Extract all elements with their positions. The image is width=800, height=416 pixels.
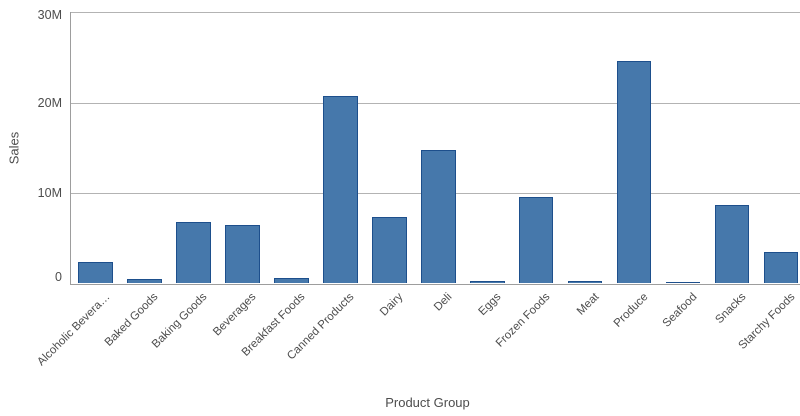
- x-tick-label[interactable]: Meat: [575, 291, 602, 318]
- y-gridline: [70, 12, 800, 13]
- x-tick-label[interactable]: Eggs: [476, 291, 504, 319]
- x-tick-label[interactable]: Dairy: [378, 291, 406, 319]
- x-tick-label[interactable]: Snacks: [713, 291, 749, 327]
- y-axis-line: [70, 12, 71, 285]
- x-tick-label[interactable]: Seafood: [660, 291, 700, 330]
- bar-starchy-foods[interactable]: [763, 251, 799, 284]
- bar-seafood[interactable]: [665, 282, 701, 284]
- bar-snacks[interactable]: [714, 204, 750, 284]
- y-tick-label: 30M: [37, 8, 62, 22]
- y-tick-label: 20M: [37, 95, 62, 110]
- y-tick-label: 10M: [37, 186, 62, 200]
- x-tick-label[interactable]: Deli: [432, 291, 455, 314]
- bar-deli[interactable]: [421, 149, 456, 284]
- x-tick-label[interactable]: Alcoholic Bevera…: [34, 291, 112, 369]
- bar-baked-goods[interactable]: [127, 278, 162, 284]
- x-tick-label[interactable]: Beverages: [211, 291, 259, 339]
- bar-dairy[interactable]: [372, 217, 407, 284]
- bar-beverages[interactable]: [225, 224, 260, 284]
- x-tick-label[interactable]: Produce: [611, 291, 651, 330]
- y-axis-title: Sales: [6, 131, 22, 165]
- bar-canned-products[interactable]: [323, 96, 358, 284]
- bar-eggs[interactable]: [470, 280, 505, 284]
- y-gridline: [70, 102, 800, 104]
- x-axis-title: Product Group: [385, 395, 470, 410]
- bar-baking-goods[interactable]: [176, 221, 211, 284]
- bar-meat[interactable]: [567, 281, 603, 284]
- y-tick-label: 0: [55, 270, 62, 284]
- bar-produce[interactable]: [616, 60, 652, 284]
- bar-breakfast-foods[interactable]: [274, 278, 309, 284]
- bar-frozen-foods[interactable]: [518, 196, 554, 284]
- x-axis-line: [70, 283, 800, 285]
- bar-alcoholic-bevera[interactable]: [78, 261, 113, 284]
